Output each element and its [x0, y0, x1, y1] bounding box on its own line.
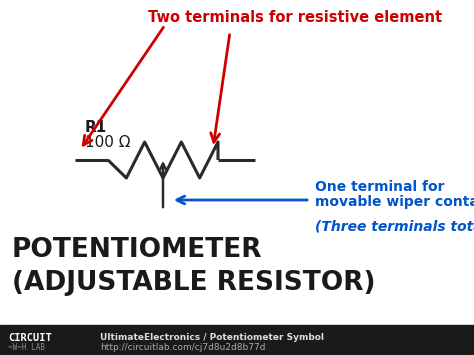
Text: movable wiper contact: movable wiper contact: [315, 195, 474, 209]
Text: One terminal for: One terminal for: [315, 180, 445, 194]
Text: CIRCUIT: CIRCUIT: [8, 333, 52, 343]
Text: POTENTIOMETER: POTENTIOMETER: [12, 237, 263, 263]
Text: (ADJUSTABLE RESISTOR): (ADJUSTABLE RESISTOR): [12, 270, 375, 296]
Text: (Three terminals total.): (Three terminals total.): [315, 220, 474, 234]
Text: Two terminals for resistive element: Two terminals for resistive element: [148, 10, 442, 25]
Text: ~W~H LAB: ~W~H LAB: [8, 343, 45, 352]
Bar: [0, 325, 474, 355]
Text: 100 Ω: 100 Ω: [85, 135, 130, 150]
Text: UltimateElectronics / Potentiometer Symbol: UltimateElectronics / Potentiometer Symb…: [100, 333, 324, 342]
Text: http://circuitlab.com/cj7d8u2d8b77d: http://circuitlab.com/cj7d8u2d8b77d: [100, 343, 265, 352]
Text: R1: R1: [85, 120, 107, 135]
